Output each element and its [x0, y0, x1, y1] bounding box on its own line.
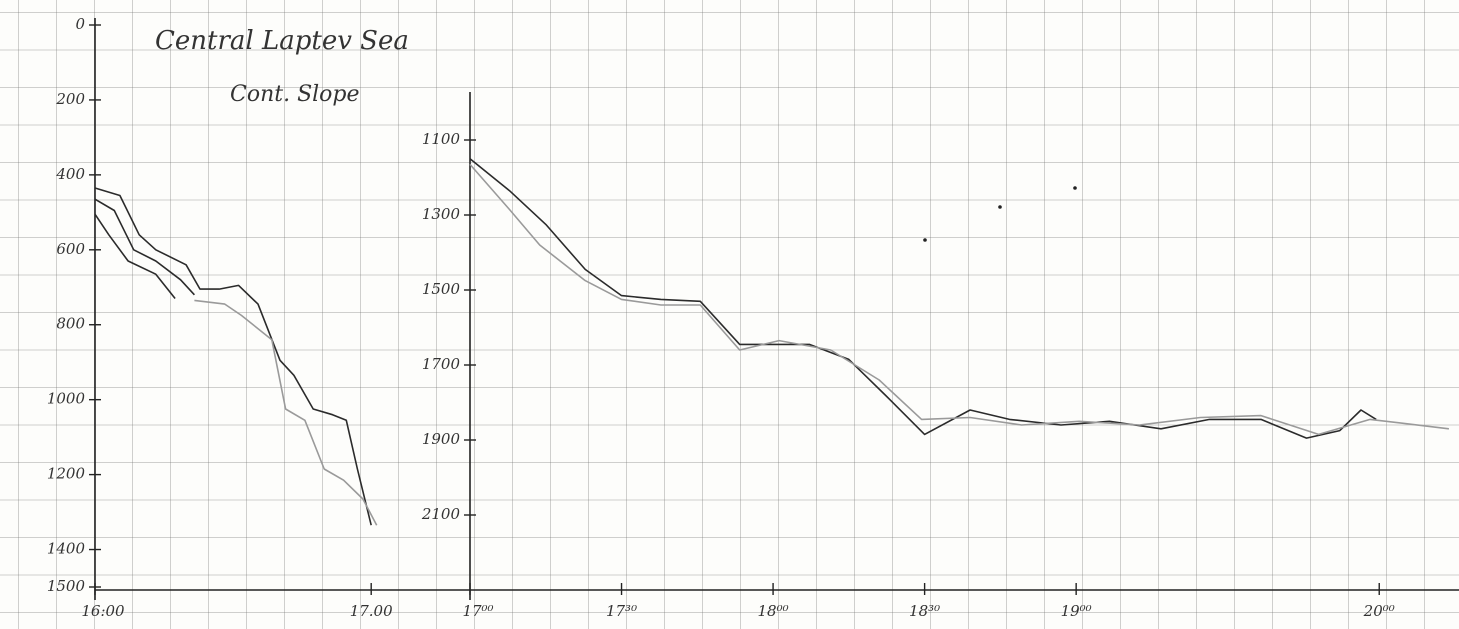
x-tick-label: 20⁰⁰: [1363, 602, 1395, 620]
y-tick-label: 400: [55, 165, 85, 183]
x-tick-label: 17³⁰: [606, 602, 637, 620]
x-tick-label: 17⁰⁰: [462, 602, 493, 620]
y-tick-label: 600: [56, 240, 85, 258]
y-tick-label: 1300: [422, 205, 461, 223]
data-line: [94, 213, 176, 299]
chart-subtitle: Cont. Slope: [230, 82, 360, 107]
y-tick-label: 1000: [47, 390, 86, 408]
y-tick-label: 800: [56, 315, 85, 333]
stray-dot: [998, 205, 1002, 209]
y-tick-label: 1700: [422, 355, 461, 373]
data-line: [469, 163, 1449, 436]
data-line: [94, 198, 195, 296]
x-tick-label: 18⁰⁰: [758, 602, 789, 620]
y-tick-label: 2100: [421, 505, 461, 523]
stray-dot: [923, 238, 927, 242]
y-tick-label: 0: [75, 15, 85, 33]
data-line: [94, 187, 372, 526]
x-tick-label: 17.00: [350, 602, 393, 620]
stray-dot: [1073, 186, 1077, 190]
chart-title: Central Laptev Sea: [155, 26, 409, 56]
y-tick-label: 1400: [47, 540, 86, 558]
y-tick-label: 1100: [422, 130, 461, 148]
y-tick-label: 1500: [47, 577, 86, 595]
x-tick-label: 16:00: [81, 602, 125, 620]
x-tick-label: 18³⁰: [909, 602, 940, 620]
y-tick-label: 1900: [422, 430, 461, 448]
x-tick-label: 19⁰⁰: [1061, 602, 1092, 620]
y-tick-label: 1200: [47, 465, 86, 483]
y-tick-label: 200: [55, 90, 85, 108]
y-tick-label: 1500: [422, 280, 461, 298]
data-line: [194, 299, 378, 526]
data-line: [469, 158, 1377, 439]
